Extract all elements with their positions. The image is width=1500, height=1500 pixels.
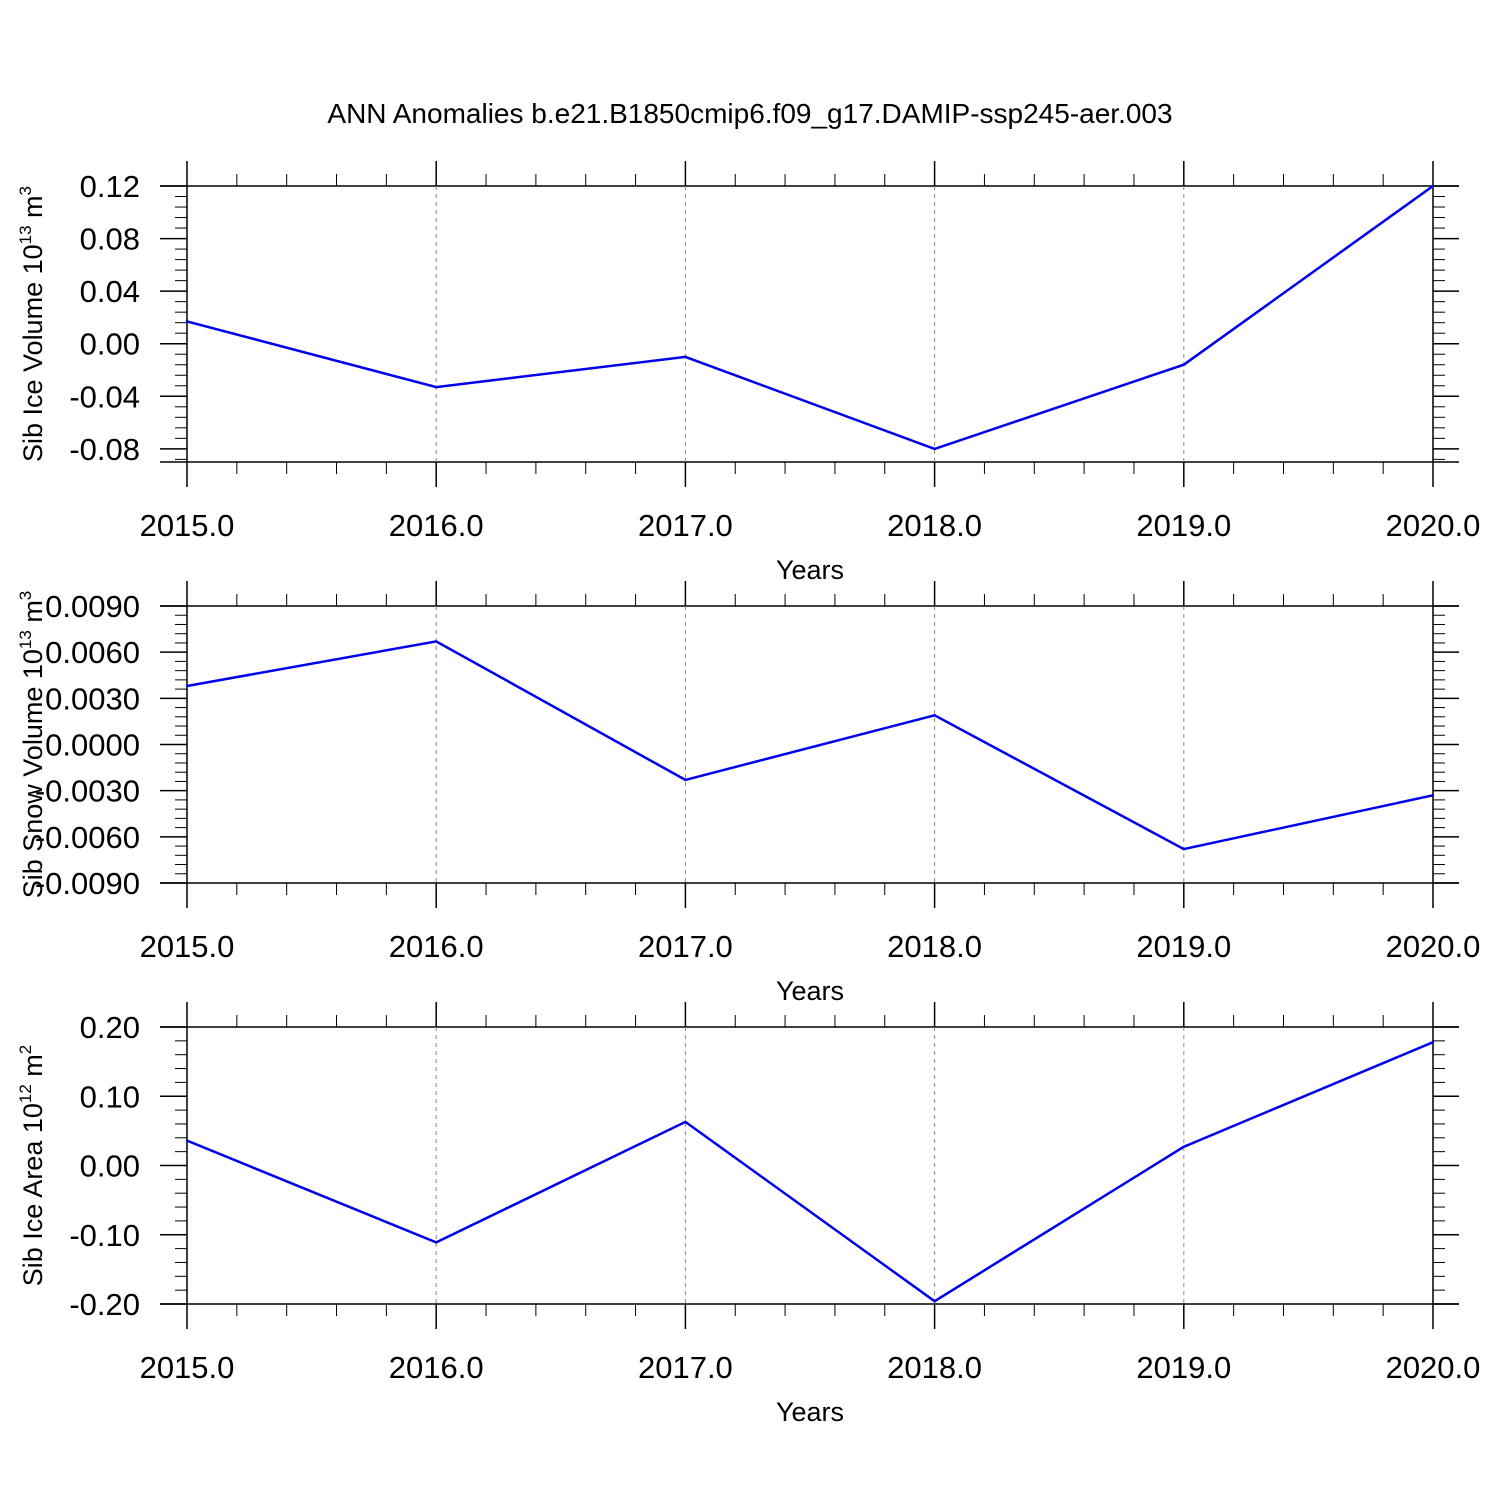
x-tick-label: 2016.0 [389,508,484,543]
y-tick-label: 0.0090 [45,589,140,624]
y-tick-label: -0.08 [69,432,140,467]
data-point [185,1139,189,1142]
x-tick-label: 2018.0 [887,1350,982,1385]
y-tick-label: 0.0060 [45,635,140,670]
y-tick-label: 0.00 [80,327,140,362]
x-tick-label: 2015.0 [140,929,235,964]
data-point [185,684,189,688]
data-point [1431,184,1435,188]
x-tick-label: 2018.0 [887,508,982,543]
x-tick-label: 2016.0 [389,1350,484,1385]
x-tick-label: 2017.0 [638,929,733,964]
data-point [684,778,687,782]
series-line [186,640,1434,851]
y-axis-label: Sib Ice Area 1012 m2 [16,1045,48,1287]
data-point [933,714,936,717]
x-tick-label: 2015.0 [140,1350,235,1385]
y-axis-label-text: Sib Snow Volume 10 [18,649,48,898]
figure-title: ANN Anomalies b.e21.B1850cmip6.f09_g17.D… [327,98,1172,129]
y-axis-label-text: Sib Ice Volume 10 [18,244,48,462]
y-tick-label: 0.10 [80,1079,140,1114]
data-point [435,385,438,389]
chart-panel-2: 0.0090 0.0060 0.0030 0.0000 -0.0030 -0.0060 -0… [16,581,1480,1006]
chart-panel-1: 0.12 0.08 0.04 0.00 -0.04 -0.08 2015.0 2016.0 20… [16,161,1480,585]
data-point [933,447,936,451]
x-tick-label: 2020.0 [1386,929,1481,964]
x-tick-label: 2020.0 [1386,508,1481,543]
x-tick-label: 2019.0 [1136,929,1231,964]
data-point [1182,847,1186,851]
data-point [1431,794,1435,797]
data-point [933,1300,936,1303]
y-tick-label: 0.04 [80,274,140,309]
data-point [435,640,438,643]
data-point [435,1241,438,1244]
y-axis-label-exponent: 13 [16,630,35,649]
y-axis-label-unit: m [18,195,48,225]
x-tick-label: 2017.0 [638,1350,733,1385]
y-axis-label-unit-exponent: 3 [16,591,35,600]
data-point [1182,363,1186,366]
y-tick-label: -0.0060 [35,820,140,855]
y-axis-label-unit-exponent: 3 [16,186,35,195]
x-axis-label: Years [776,976,844,1006]
x-tick-label: 2019.0 [1136,508,1231,543]
series-line [186,184,1434,451]
x-tick-label: 2017.0 [638,508,733,543]
x-axis-label: Years [776,1397,844,1427]
data-point [1182,1145,1186,1149]
y-tick-label: -0.10 [69,1218,140,1253]
y-axis-label-unit-exponent: 2 [16,1045,35,1054]
x-axis-label: Years [776,555,844,585]
y-tick-label: -0.0030 [35,774,140,809]
y-tick-label: 0.0000 [45,728,140,763]
x-tick-label: 2020.0 [1386,1350,1481,1385]
data-point [1431,1041,1435,1044]
y-axis-label-exponent: 12 [16,1084,35,1103]
y-axis-label-unit: m [18,600,48,630]
y-tick-label: 0.08 [80,222,140,257]
y-axis-label-exponent: 13 [16,225,35,244]
y-axis-label-text: Sib Ice Area 10 [18,1103,48,1286]
x-tick-label: 2018.0 [887,929,982,964]
y-tick-label: 0.00 [80,1149,140,1184]
y-axis-label-unit: m [18,1054,48,1084]
y-tick-label: -0.0090 [35,866,140,901]
y-axis-label: Sib Ice Volume 1013 m3 [16,186,48,462]
x-tick-label: 2015.0 [140,508,235,543]
series-line [186,1041,1434,1303]
y-tick-label: 0.20 [80,1010,140,1045]
data-point [684,355,687,359]
y-tick-label: 0.0030 [45,681,140,716]
data-point [185,320,189,323]
y-axis-label: Sib Snow Volume 1013 m3 [16,591,48,899]
y-tick-label: -0.20 [69,1287,140,1322]
y-tick-label: -0.04 [69,379,140,414]
y-tick-label: 0.12 [80,169,140,204]
data-point [684,1120,687,1124]
x-tick-label: 2016.0 [389,929,484,964]
x-tick-label: 2019.0 [1136,1350,1231,1385]
